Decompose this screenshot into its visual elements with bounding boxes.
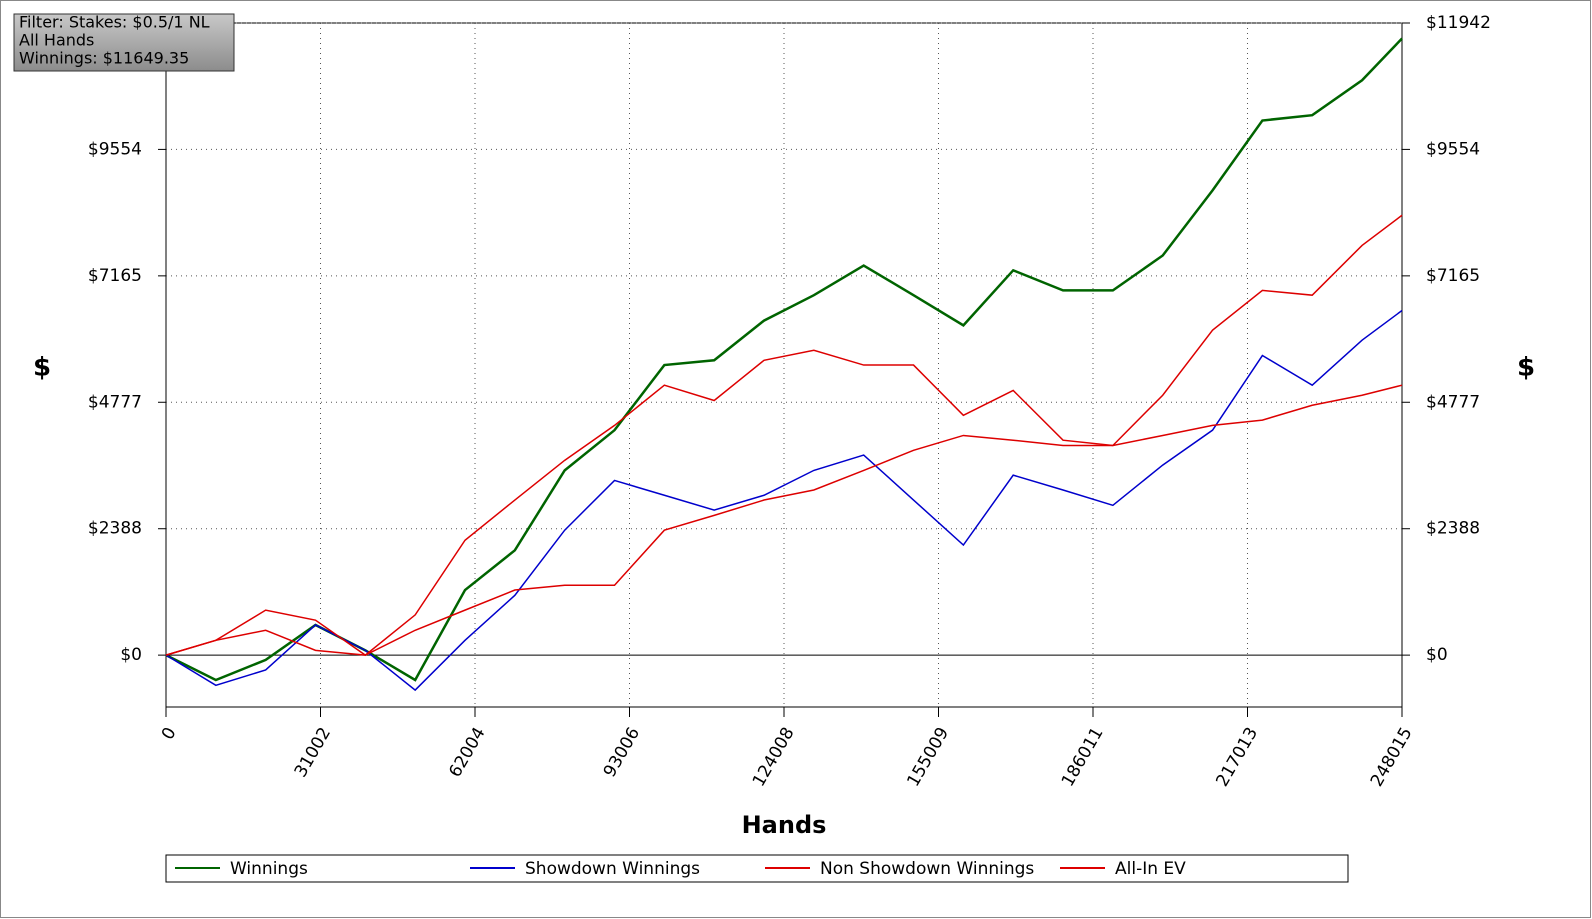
info-text: Winnings: $11649.35 — [19, 49, 189, 68]
info-box — [13, 13, 235, 72]
y-axis-title: $ — [33, 353, 51, 383]
series-line — [165, 37, 1403, 682]
series-line — [165, 214, 1403, 657]
y2-tick-label: $9554 — [1426, 139, 1480, 159]
y2-axis-title: $ — [1517, 353, 1535, 383]
info-text: Filter: Stakes: $0.5/1 NL — [19, 13, 210, 32]
legend-label: Winnings — [230, 859, 308, 879]
y2-tick-label: $2388 — [1426, 519, 1480, 539]
y-tick-label: $4777 — [88, 392, 142, 412]
info-text: All Hands — [19, 31, 94, 50]
y2-tick-label: $0 — [1426, 645, 1448, 665]
series-line — [165, 309, 1403, 692]
y-tick-label: $9554 — [88, 139, 142, 159]
y-tick-label: $2388 — [88, 519, 142, 539]
y2-tick-label: $4777 — [1426, 392, 1480, 412]
y-tick-label: $7165 — [88, 266, 142, 286]
series-line — [165, 384, 1403, 656]
y-tick-label: $0 — [120, 645, 142, 665]
legend — [165, 854, 1349, 883]
x-axis-title: Hands — [742, 811, 827, 839]
y2-tick-label: $7165 — [1426, 266, 1480, 286]
legend-label: Showdown Winnings — [525, 859, 700, 879]
legend-label: Non Showdown Winnings — [820, 859, 1034, 879]
legend-label: All-In EV — [1115, 859, 1186, 879]
y2-tick-label: $11942 — [1426, 13, 1491, 33]
